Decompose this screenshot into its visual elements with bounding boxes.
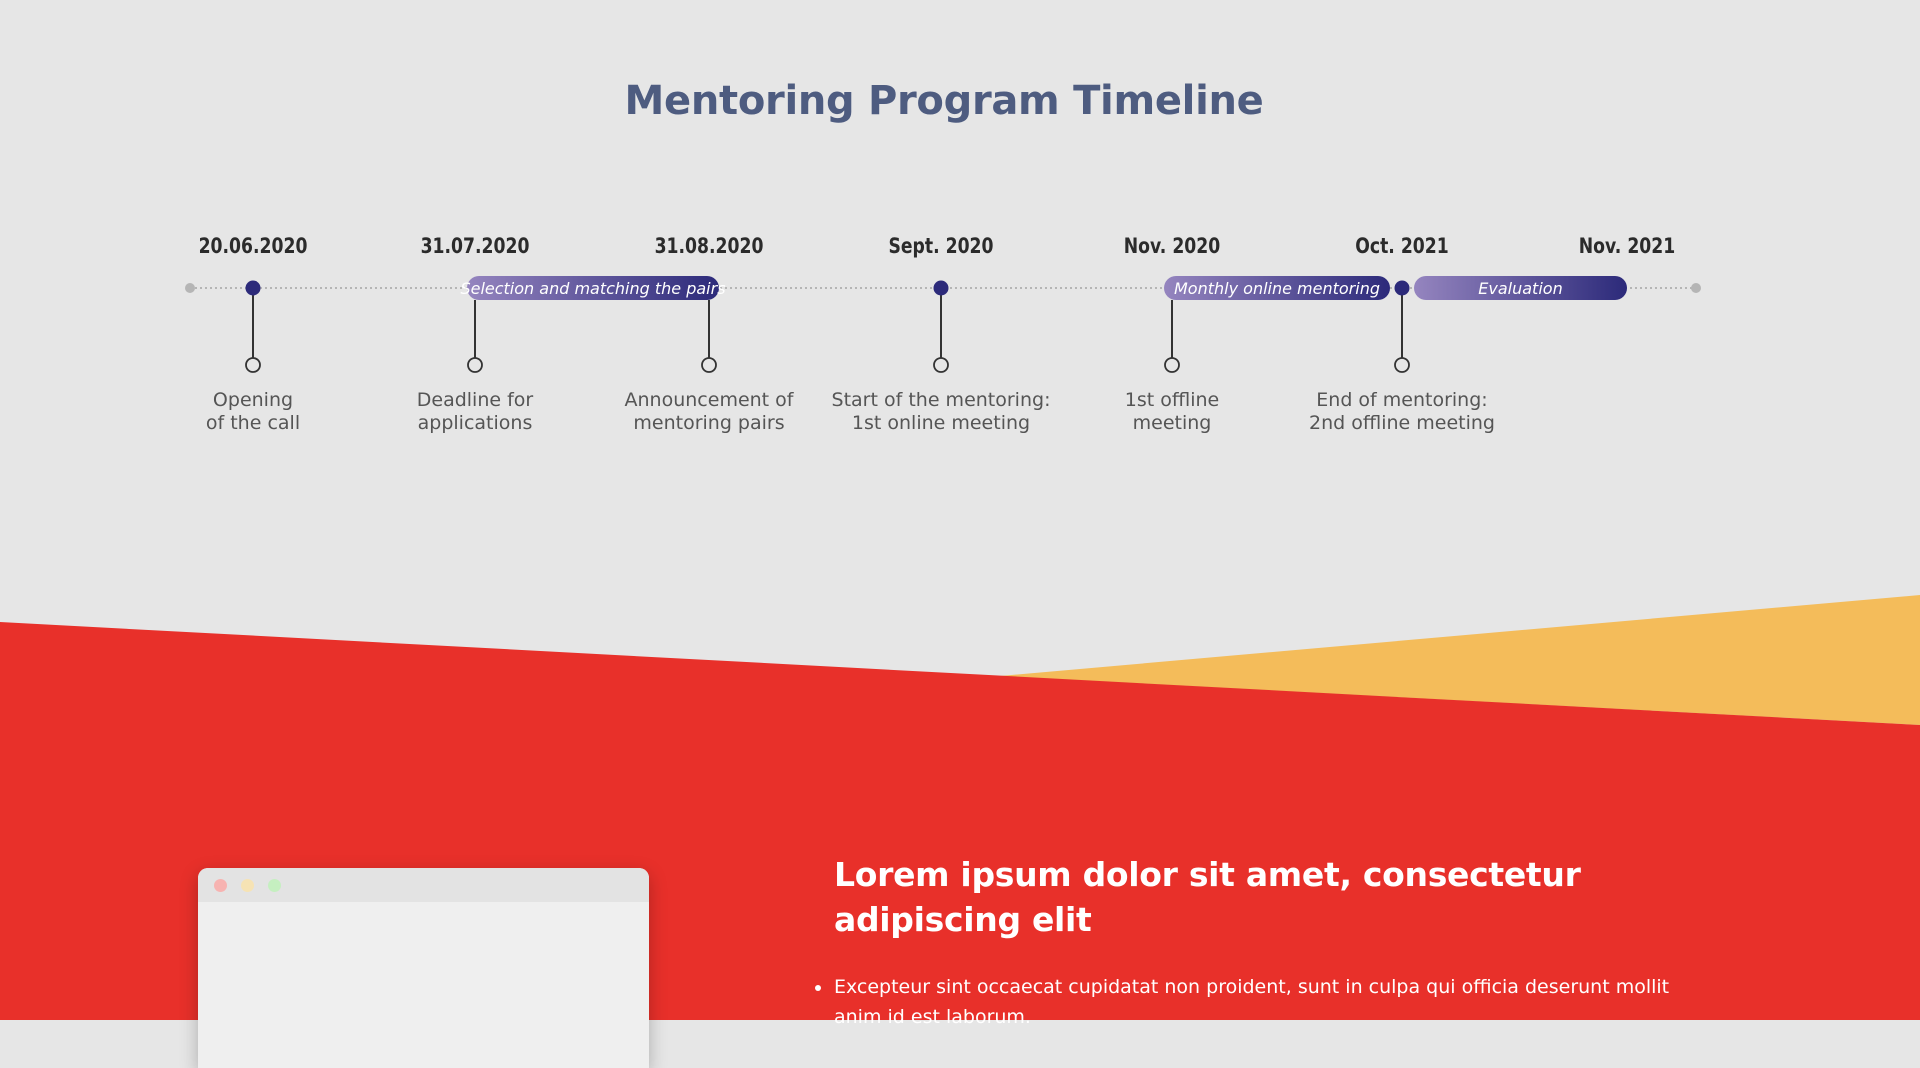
milestone-caption: of the call [206, 412, 300, 434]
hero-bullet: Excepteur sint occaecat cupidatat non pr… [815, 972, 1704, 1032]
phase-bar [1164, 276, 1390, 300]
milestone-caption: 1st online meeting [852, 412, 1030, 434]
milestone-caption: Opening [213, 389, 293, 411]
milestone-caption: meeting [1133, 412, 1212, 434]
milestone-caption: 1st offline [1125, 389, 1219, 411]
track-end-cap [1691, 283, 1701, 293]
milestone-marker-icon [245, 357, 261, 373]
milestone-dot-icon [245, 280, 261, 296]
hero-heading: Lorem ipsum dolor sit amet, consectetur … [834, 855, 1581, 939]
milestone-caption: End of mentoring: [1316, 389, 1487, 411]
milestone-caption: Deadline for [417, 389, 534, 411]
track-start-cap [185, 283, 195, 293]
milestone-dot-icon [1394, 280, 1410, 296]
yellow-band [1000, 595, 1920, 725]
milestone-dot-icon [933, 280, 949, 296]
maximize-dot-icon [268, 879, 281, 892]
milestone-date: 20.06.2020 [199, 233, 308, 258]
phase-bar [467, 276, 719, 300]
milestone-date: 31.08.2020 [655, 233, 764, 258]
milestone-date: 31.07.2020 [421, 233, 530, 258]
close-dot-icon [214, 879, 227, 892]
browser-titlebar [198, 868, 649, 902]
minimize-dot-icon [241, 879, 254, 892]
milestone-marker-icon [467, 357, 483, 373]
milestone-date: Sept. 2020 [888, 233, 993, 258]
phase-bar-label: Selection and matching the pairs [460, 279, 725, 298]
milestone-caption: 2nd offline meeting [1309, 412, 1495, 434]
phase-bar [1414, 276, 1627, 300]
milestone-date: Nov. 2021 [1579, 233, 1675, 258]
phase-bar-label: Monthly online mentoring [1174, 279, 1380, 298]
milestone-marker-icon [933, 357, 949, 373]
milestone-caption: applications [418, 412, 533, 434]
milestone-caption: mentoring pairs [633, 412, 784, 434]
milestone-caption: Start of the mentoring: [832, 389, 1051, 411]
timeline-diagram: Selection and matching the pairs Monthly … [185, 233, 1701, 434]
milestone-marker-icon [701, 357, 717, 373]
milestone-marker-icon [1394, 357, 1410, 373]
milestone-date: Nov. 2020 [1124, 233, 1220, 258]
phase-bar-label: Evaluation [1478, 279, 1562, 298]
milestone-caption: Announcement of [625, 389, 795, 411]
milestone-marker-icon [1164, 357, 1180, 373]
browser-mockup [198, 868, 649, 1068]
page-title: Mentoring Program Timeline [624, 78, 1264, 124]
hero-bullet-list: Excepteur sint occaecat cupidatat non pr… [815, 972, 1704, 1032]
milestone-date: Oct. 2021 [1355, 233, 1448, 258]
